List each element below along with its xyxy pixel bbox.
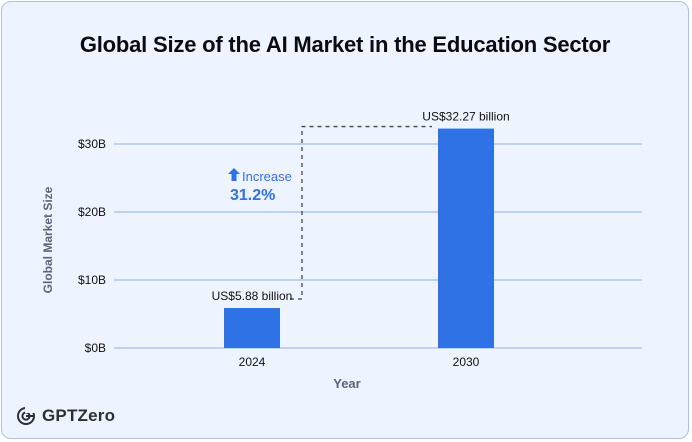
y-tick-label: $10B: [78, 273, 106, 287]
bars: [224, 128, 494, 348]
gptzero-logo: GPTZero: [16, 406, 115, 426]
increase-annotation: Increase 31.2%: [228, 168, 292, 204]
gptzero-logo-icon: [17, 407, 35, 425]
bar-2024: [224, 308, 280, 348]
y-tick-label: $20B: [78, 205, 106, 219]
x-tick-label: 2030: [453, 355, 480, 369]
y-tick-label: $0B: [85, 341, 106, 355]
data-label: US$5.88 billion: [212, 289, 293, 303]
data-labels: US$5.88 billion US$32.27 billion: [212, 110, 510, 303]
increase-label: Increase: [242, 169, 292, 184]
bar-2030: [438, 128, 494, 348]
comparison-connector: [290, 125, 432, 300]
data-label: US$32.27 billion: [422, 110, 509, 124]
chart-title: Global Size of the AI Market in the Educ…: [79, 32, 611, 57]
x-axis-ticks: 2024 2030: [239, 355, 480, 369]
increase-value: 31.2%: [230, 187, 275, 204]
x-tick-label: 2024: [239, 355, 266, 369]
y-axis-ticks: $0B $10B $20B $30B: [78, 137, 106, 355]
gridlines: [114, 143, 642, 349]
x-axis-title: Year: [333, 376, 360, 391]
dashed-connector-line: [290, 125, 432, 300]
arrow-up-icon: [228, 168, 240, 181]
y-tick-label: $30B: [78, 137, 106, 151]
y-axis-title: Global Market Size: [41, 186, 55, 293]
brand-name: GPTZero: [42, 406, 116, 425]
